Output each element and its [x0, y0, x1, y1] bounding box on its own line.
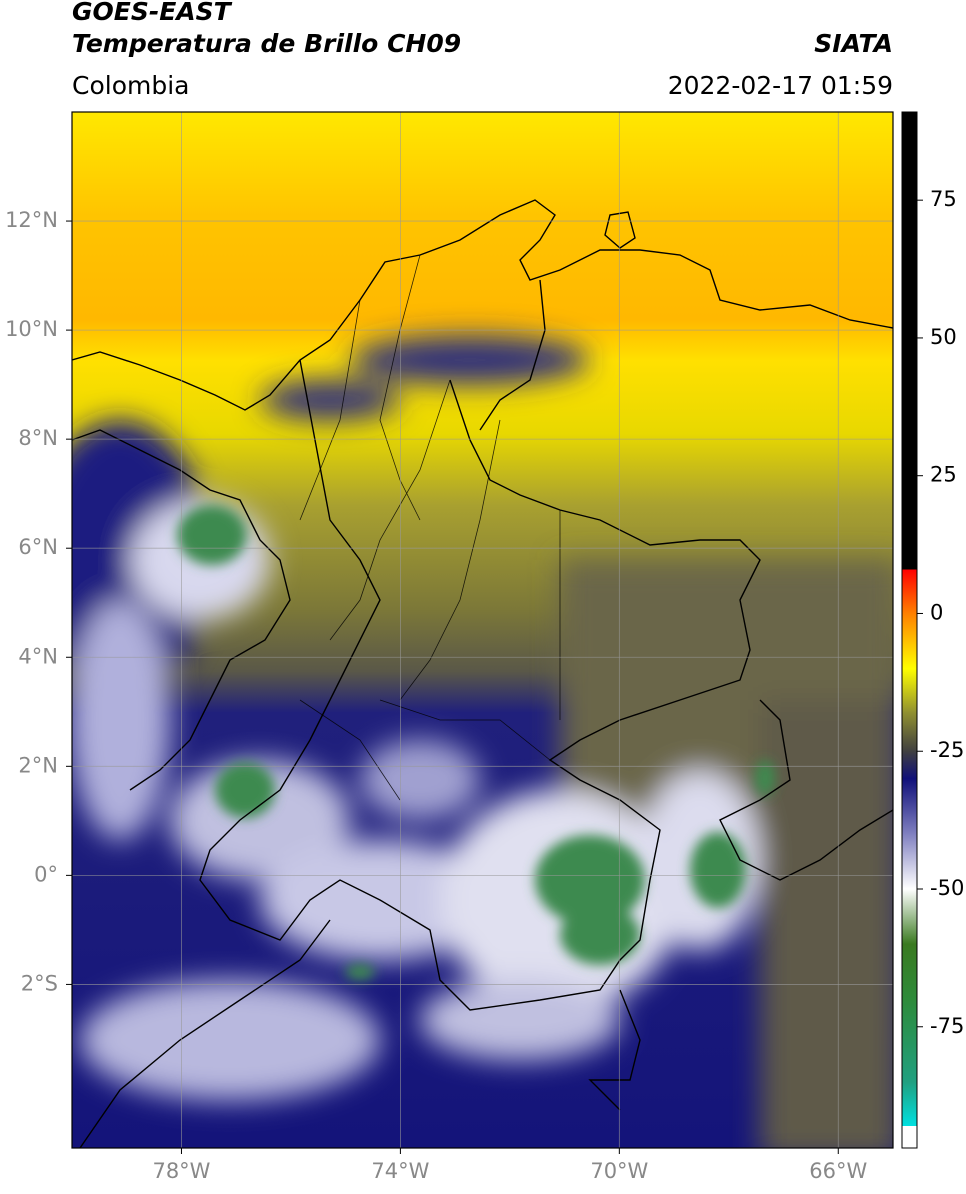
colorbar-tick-label: 75	[930, 187, 957, 211]
y-tick-label: 0°	[34, 862, 58, 886]
source: SIATA	[814, 29, 893, 58]
timestamp: 2022-02-17 01:59	[668, 71, 893, 100]
y-tick-label: 2°N	[18, 753, 58, 777]
colorbar-tick-label: 50	[930, 325, 957, 349]
y-tick-label: 10°N	[5, 317, 58, 341]
y-tick-label: 2°S	[21, 971, 58, 995]
colorbar	[901, 111, 918, 1149]
colorbar-tick-label: -75	[930, 1014, 964, 1038]
title-line1: GOES-EAST	[72, 0, 233, 26]
y-tick-label: 6°N	[18, 535, 58, 559]
graticule	[72, 112, 893, 1148]
colorbar-tick-label: -50	[930, 876, 964, 900]
x-tick-label: 70°W	[590, 1159, 648, 1183]
satellite-image	[72, 112, 893, 1148]
y-tick-label: 4°N	[18, 644, 58, 668]
colorbar-tick-label: 25	[930, 463, 957, 487]
map-frame	[71, 111, 894, 1149]
colorbar-tick-label: 0	[930, 600, 943, 624]
x-tick-label: 66°W	[809, 1159, 867, 1183]
y-tick-label: 12°N	[5, 208, 58, 232]
x-tick-label: 78°W	[152, 1159, 210, 1183]
colorbar-tick-label: -25	[930, 738, 964, 762]
region: Colombia	[72, 71, 189, 100]
title-line2: Temperatura de Brillo CH09	[72, 29, 461, 58]
x-tick-label: 74°W	[371, 1159, 429, 1183]
y-tick-label: 8°N	[18, 426, 58, 450]
